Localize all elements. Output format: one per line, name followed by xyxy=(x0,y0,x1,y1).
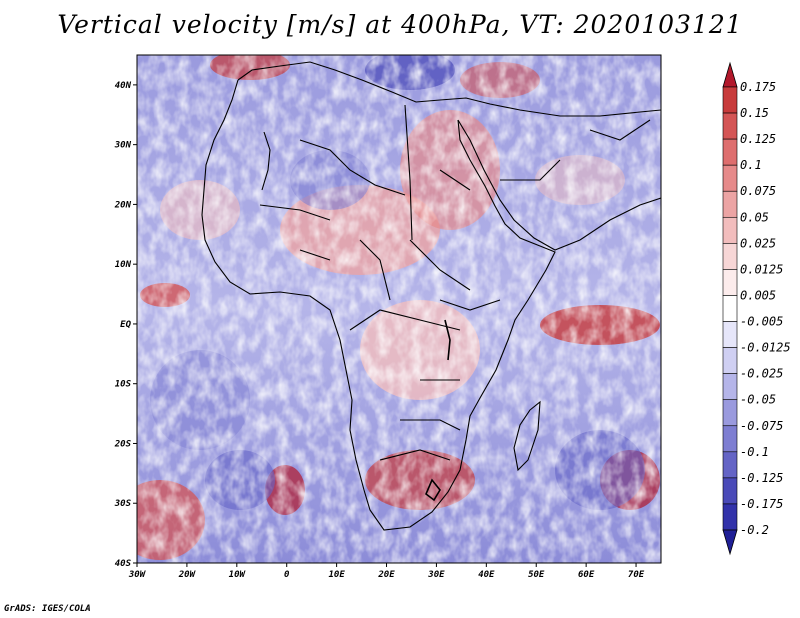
lat-ticks: 40N 30N 20N 10N EQ 10S 20S 30S 40S xyxy=(114,81,137,569)
colorbar-label: -0.05 xyxy=(740,393,776,407)
velocity-field xyxy=(137,55,661,563)
colorbar-box xyxy=(722,477,738,505)
colorbar-box xyxy=(722,321,738,348)
colorbar-box xyxy=(722,425,738,453)
lon-tick-label: 0 xyxy=(284,570,290,580)
colorbar-box xyxy=(722,269,738,296)
colorbar-box xyxy=(722,243,738,270)
lon-tick-label: 70E xyxy=(628,570,645,580)
colorbar-label: -0.175 xyxy=(740,497,783,511)
colorbar-box xyxy=(722,451,738,479)
lon-tick-label: 40E xyxy=(478,570,495,580)
colorbar-label: -0.0125 xyxy=(740,341,791,355)
lon-tick-label: 30W xyxy=(128,570,147,580)
lat-tick-label: 40N xyxy=(115,81,132,91)
lon-tick-label: 60E xyxy=(578,570,595,580)
colorbar-box xyxy=(722,138,738,166)
lat-tick-label: 40S xyxy=(115,559,132,569)
lat-tick-label: 20N xyxy=(114,200,132,210)
coastlines xyxy=(201,61,661,531)
lat-tick-label: 20S xyxy=(114,439,132,449)
colorbar-label: -0.025 xyxy=(740,367,783,381)
lon-ticks: 30W 20W 10W 0 10E 20E 30E 40E 50E 60E 70E xyxy=(128,563,645,580)
lat-tick-label: 30N xyxy=(114,141,132,151)
colorbar-box xyxy=(722,373,738,401)
colorbar-box xyxy=(722,347,738,374)
colorbar-label: 0.075 xyxy=(740,184,776,198)
lon-tick-label: 50E xyxy=(528,570,545,580)
lon-tick-label: 30E xyxy=(427,570,445,580)
colorbar-box xyxy=(722,164,738,192)
colorbar-label: 0.025 xyxy=(740,236,776,250)
lon-tick-label: 20W xyxy=(178,570,197,580)
lat-tick-label: EQ xyxy=(120,320,131,330)
colorbar-label: 0.175 xyxy=(740,80,776,94)
lon-tick-label: 20E xyxy=(377,570,395,580)
colorbar-box xyxy=(722,112,738,140)
lat-tick-label: 30S xyxy=(114,499,132,509)
lon-tick-label: 10W xyxy=(229,570,247,580)
colorbar-label: -0.075 xyxy=(740,419,783,433)
colorbar-label: 0.125 xyxy=(740,132,776,146)
lon-tick-label: 10E xyxy=(328,570,345,580)
colorbar-box xyxy=(722,216,738,244)
colorbar-label: 0.005 xyxy=(740,288,776,302)
colorbar-box xyxy=(722,190,738,218)
colorbar-box xyxy=(722,503,738,531)
colorbar-box xyxy=(722,295,738,322)
colorbar-label: 0.1 xyxy=(740,158,762,172)
credit-text: GrADS: IGES/COLA xyxy=(4,604,91,614)
colorbar: 0.175 0.15 0.125 0.1 0.075 0.05 0.025 0.0125 0.0… xyxy=(722,61,791,556)
lat-tick-label: 10N xyxy=(115,260,132,270)
colorbar-box xyxy=(722,86,738,114)
chart-title: Vertical velocity [m/s] at 400hPa, VT: 2… xyxy=(57,10,743,39)
colorbar-label: -0.2 xyxy=(740,523,769,537)
map-frame xyxy=(136,54,662,564)
colorbar-label: 0.15 xyxy=(740,106,769,120)
colorbar-label: 0.0125 xyxy=(740,262,783,276)
colorbar-label: -0.1 xyxy=(740,445,769,459)
colorbar-label: -0.125 xyxy=(740,471,783,485)
colorbar-box xyxy=(722,399,738,427)
lat-tick-label: 10S xyxy=(115,380,132,390)
colorbar-label: 0.05 xyxy=(740,210,769,224)
colorbar-top-arrow xyxy=(722,61,738,88)
colorbar-bottom-arrow xyxy=(722,529,738,556)
colorbar-label: -0.005 xyxy=(740,315,783,329)
